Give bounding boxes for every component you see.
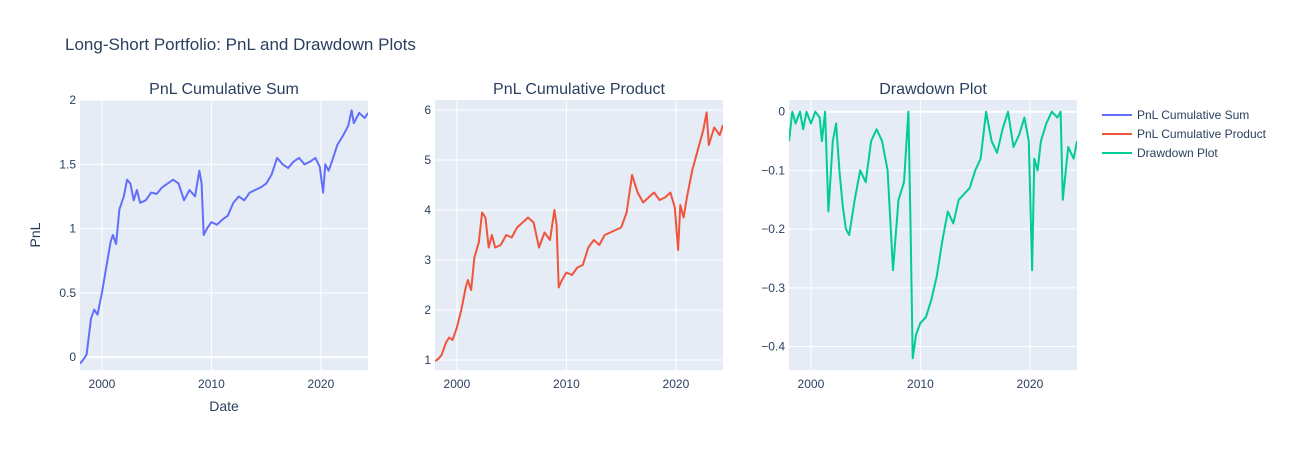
y-tick-label: 0.5 <box>59 286 76 300</box>
y-tick-label: 0 <box>778 105 785 119</box>
series-line-1-1[interactable] <box>80 109 368 365</box>
x-tick-label: 2000 <box>89 377 116 391</box>
x-tick-label: 2010 <box>198 377 225 391</box>
legend-label: PnL Cumulative Sum <box>1137 108 1249 122</box>
y-tick-label: 0 <box>69 350 76 364</box>
subplot-title: Drawdown Plot <box>879 81 987 98</box>
y-tick-label: −0.4 <box>761 340 785 354</box>
legend-item[interactable]: PnL Cumulative Sum <box>1102 108 1249 122</box>
subplot-1: 0 0.5 1 1.5 2 2000 2010 2020 PnL Cumulative Sum D… <box>27 81 368 414</box>
y-tick-label: −0.2 <box>761 222 785 236</box>
subplot-2: 1 2 3 4 5 6 2000 2010 2020 PnL Cumulative Product <box>424 81 723 391</box>
subplots: 0 0.5 1 1.5 2 2000 2010 2020 PnL Cumulative Sum D… <box>27 81 1077 414</box>
y-tick-label: 2 <box>424 303 431 317</box>
series-line-2-1[interactable] <box>435 111 723 362</box>
x-axis-label: Date <box>209 398 239 414</box>
x-tick-label: 2010 <box>907 377 934 391</box>
plot-area[interactable] <box>80 100 368 370</box>
subplot-title: PnL Cumulative Sum <box>149 81 299 98</box>
y-tick-label: −0.3 <box>761 281 785 295</box>
x-tick-label: 2000 <box>798 377 825 391</box>
y-tick-label: 2 <box>69 93 76 107</box>
legend-label: PnL Cumulative Product <box>1137 127 1267 141</box>
figure-title: Long-Short Portfolio: PnL and Drawdown P… <box>65 35 416 54</box>
legend-item[interactable]: PnL Cumulative Product <box>1102 127 1267 141</box>
x-tick-label: 2020 <box>663 377 690 391</box>
x-tick-label: 2020 <box>308 377 335 391</box>
y-axis-label: PnL <box>27 222 43 247</box>
x-tick-label: 2000 <box>444 377 471 391</box>
y-tick-label: 4 <box>424 203 431 217</box>
y-tick-label: 5 <box>424 153 431 167</box>
legend-item[interactable]: Drawdown Plot <box>1102 146 1218 160</box>
y-tick-label: 1 <box>424 353 431 367</box>
subplot-title: PnL Cumulative Product <box>493 81 665 98</box>
legend-label: Drawdown Plot <box>1137 146 1218 160</box>
legend[interactable]: PnL Cumulative Sum PnL Cumulative Product… <box>1102 108 1267 160</box>
y-tick-label: 6 <box>424 103 431 117</box>
y-tick-label: −0.1 <box>761 163 785 177</box>
series-line-3-1[interactable] <box>789 110 1077 360</box>
x-tick-label: 2010 <box>553 377 580 391</box>
plot-area[interactable] <box>435 100 723 370</box>
subplot-3: 0 −0.1 −0.2 −0.3 −0.4 2000 2010 2020 Drawdown Pl… <box>761 81 1077 391</box>
y-tick-label: 3 <box>424 253 431 267</box>
y-tick-label: 1.5 <box>59 157 76 171</box>
x-tick-label: 2020 <box>1017 377 1044 391</box>
y-tick-label: 1 <box>69 222 76 236</box>
